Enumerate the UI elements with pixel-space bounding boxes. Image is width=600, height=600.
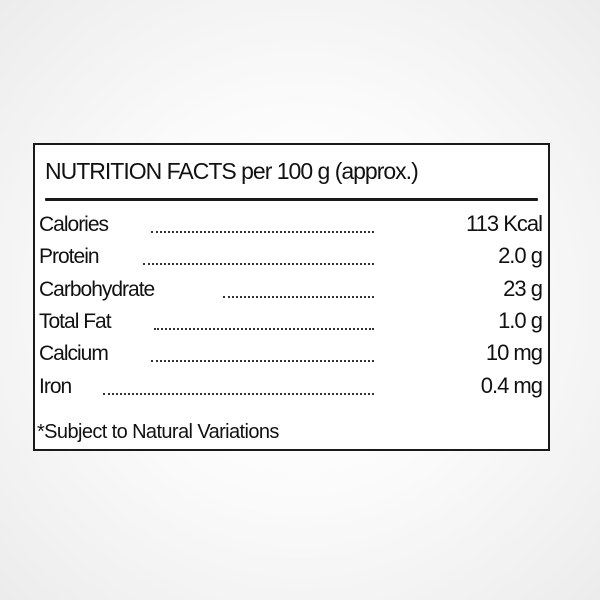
nutrient-row-iron: Iron 0.4 mg [39, 371, 543, 403]
nutrient-name: Iron [39, 375, 72, 398]
nutrient-name: Calories [39, 213, 109, 236]
nutrient-row-carbohydrate: Carbohydrate 23 g [39, 274, 543, 306]
nutrient-row-calories: Calories 113 Kcal [39, 209, 543, 241]
nutrient-value: 113 Kcal [466, 211, 543, 236]
nutrient-value: 1.0 g [498, 308, 543, 333]
nutrient-value: 10 mg [485, 340, 543, 365]
nutrient-value: 2.0 g [498, 243, 543, 268]
nutrient-row-total-fat: Total Fat 1.0 g [39, 306, 543, 338]
nutrient-name: Protein [39, 245, 100, 268]
dot-leader [154, 328, 374, 330]
nutrient-name: Carbohydrate [39, 278, 155, 301]
nutrient-value: 23 g [503, 276, 543, 301]
dot-leader [103, 393, 374, 395]
dot-leader [151, 231, 374, 233]
nutrition-facts-label: NUTRITION FACTS per 100 g (approx.) Calo… [33, 143, 550, 451]
nutrient-value: 0.4 mg [480, 373, 543, 398]
header-rule [45, 198, 538, 201]
label-title: NUTRITION FACTS per 100 g (approx.) [45, 158, 419, 184]
nutrient-row-calcium: Calcium 10 mg [39, 338, 543, 370]
nutrient-name: Total Fat [39, 310, 112, 333]
footnote: *Subject to Natural Variations [37, 421, 279, 443]
dot-leader [143, 263, 374, 265]
dot-leader [151, 360, 374, 362]
dot-leader [223, 296, 374, 298]
nutrient-name: Calcium [39, 342, 109, 365]
nutrient-row-protein: Protein 2.0 g [39, 241, 543, 273]
